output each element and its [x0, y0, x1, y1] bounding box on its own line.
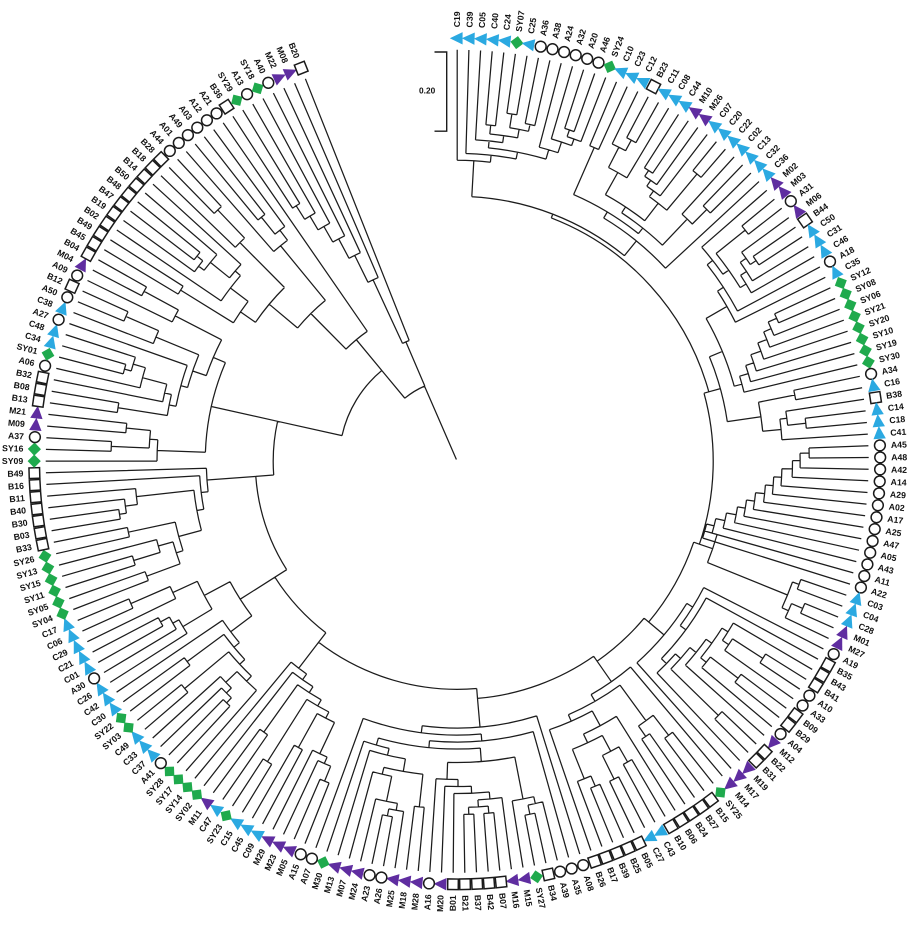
svg-text:C16: C16	[883, 376, 901, 389]
svg-text:A48: A48	[891, 452, 907, 462]
svg-text:A14: A14	[890, 477, 907, 488]
svg-text:B07: B07	[497, 892, 509, 909]
svg-text:A36: A36	[538, 19, 551, 37]
svg-text:A34: A34	[881, 363, 899, 376]
svg-text:A43: A43	[877, 562, 895, 576]
svg-text:B16: B16	[8, 481, 25, 492]
svg-text:A38: A38	[550, 22, 563, 40]
svg-text:B30: B30	[11, 518, 28, 530]
svg-text:C40: C40	[489, 12, 500, 29]
svg-text:C48: C48	[28, 318, 46, 332]
svg-text:A20: A20	[586, 31, 600, 49]
svg-text:B38: B38	[885, 389, 902, 401]
svg-text:M25: M25	[384, 889, 396, 907]
svg-text:A23: A23	[359, 885, 372, 903]
svg-text:A08: A08	[582, 874, 596, 892]
svg-text:SY09: SY09	[2, 456, 23, 466]
svg-text:B08: B08	[13, 380, 31, 393]
svg-text:A37: A37	[8, 430, 25, 441]
svg-text:C18: C18	[889, 414, 906, 425]
svg-text:C19: C19	[452, 11, 462, 27]
svg-text:A05: A05	[880, 550, 898, 563]
svg-text:M28: M28	[409, 893, 421, 911]
svg-text:B21: B21	[460, 895, 470, 911]
svg-text:A25: A25	[885, 526, 902, 538]
svg-text:B33: B33	[15, 542, 33, 555]
svg-text:SY27: SY27	[534, 887, 548, 910]
svg-text:M18: M18	[397, 891, 409, 909]
svg-text:SY07: SY07	[514, 10, 527, 33]
svg-text:B40: B40	[10, 505, 27, 517]
svg-text:B42: B42	[485, 894, 496, 911]
svg-text:B26: B26	[593, 870, 608, 888]
svg-text:A22: A22	[870, 586, 888, 600]
svg-text:B11: B11	[9, 493, 25, 504]
svg-text:A17: A17	[887, 514, 904, 526]
svg-text:C41: C41	[890, 427, 907, 438]
svg-text:A16: A16	[422, 894, 433, 911]
svg-text:A45: A45	[891, 439, 907, 450]
svg-text:M24: M24	[346, 882, 360, 901]
svg-text:A02: A02	[888, 502, 905, 514]
svg-text:C24: C24	[501, 14, 513, 31]
svg-text:A11: A11	[874, 574, 892, 588]
svg-text:A06: A06	[18, 355, 36, 368]
svg-text:M07: M07	[334, 879, 348, 898]
svg-text:B01: B01	[448, 895, 458, 911]
svg-text:SY26: SY26	[12, 554, 35, 569]
svg-text:B32: B32	[15, 367, 33, 380]
svg-text:M13: M13	[322, 875, 337, 894]
svg-text:M20: M20	[435, 895, 446, 912]
svg-text:C25: C25	[526, 17, 539, 35]
svg-text:B03: B03	[13, 530, 31, 543]
svg-text:C14: C14	[887, 401, 904, 413]
svg-text:A47: A47	[882, 538, 900, 551]
svg-text:SY30: SY30	[878, 350, 901, 365]
svg-text:B34: B34	[546, 884, 559, 902]
svg-text:A24: A24	[562, 25, 576, 43]
svg-text:0.20: 0.20	[419, 85, 436, 95]
svg-text:A35: A35	[570, 878, 584, 896]
svg-text:B13: B13	[11, 392, 28, 404]
svg-text:A26: A26	[372, 887, 385, 905]
svg-text:B49: B49	[7, 468, 23, 478]
svg-text:M16: M16	[509, 891, 521, 909]
svg-text:M15: M15	[522, 889, 535, 907]
svg-text:M09: M09	[8, 418, 26, 429]
svg-text:SY16: SY16	[2, 443, 24, 454]
svg-text:A42: A42	[891, 465, 907, 475]
svg-text:C05: C05	[477, 12, 488, 29]
svg-text:A39: A39	[558, 881, 572, 899]
svg-text:A32: A32	[574, 28, 588, 46]
svg-text:C03: C03	[866, 598, 884, 613]
svg-text:M21: M21	[9, 405, 27, 417]
svg-text:C34: C34	[24, 330, 42, 344]
svg-text:A29: A29	[890, 489, 907, 500]
svg-text:B37: B37	[473, 895, 484, 912]
svg-text:C39: C39	[465, 11, 475, 27]
